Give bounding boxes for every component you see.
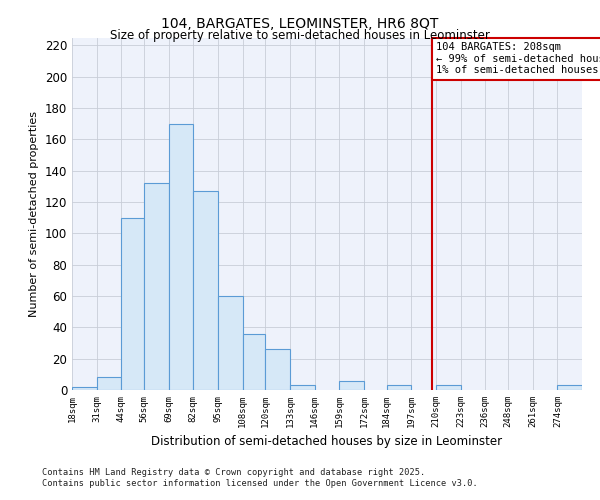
Bar	[193, 191, 218, 390]
Text: 104 BARGATES: 208sqm
← 99% of semi-detached houses are smaller (681)
1% of semi-: 104 BARGATES: 208sqm ← 99% of semi-detac…	[436, 42, 600, 76]
X-axis label: Distribution of semi-detached houses by size in Leominster: Distribution of semi-detached houses by …	[151, 436, 503, 448]
Bar	[436, 386, 461, 390]
Bar	[557, 386, 582, 390]
Text: 104, BARGATES, LEOMINSTER, HR6 8QT: 104, BARGATES, LEOMINSTER, HR6 8QT	[161, 18, 439, 32]
Bar	[169, 124, 193, 390]
Bar	[340, 380, 364, 390]
Text: Size of property relative to semi-detached houses in Leominster: Size of property relative to semi-detach…	[110, 28, 490, 42]
Bar	[218, 296, 242, 390]
Bar	[72, 387, 97, 390]
Bar	[290, 386, 314, 390]
Bar	[265, 350, 290, 390]
Bar	[97, 378, 121, 390]
Bar	[387, 386, 412, 390]
Y-axis label: Number of semi-detached properties: Number of semi-detached properties	[29, 111, 39, 317]
Bar	[121, 218, 144, 390]
Bar	[144, 183, 169, 390]
Bar	[242, 334, 265, 390]
Text: Contains HM Land Registry data © Crown copyright and database right 2025.
Contai: Contains HM Land Registry data © Crown c…	[42, 468, 478, 487]
